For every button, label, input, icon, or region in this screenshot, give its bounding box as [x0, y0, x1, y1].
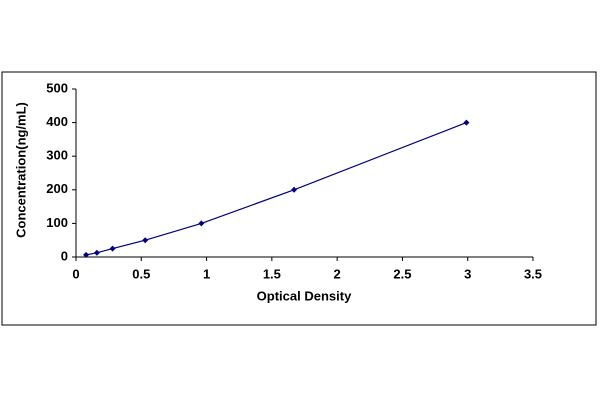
data-point: [463, 119, 470, 126]
x-tick-label: 1: [203, 266, 210, 281]
data-point: [93, 249, 100, 256]
x-tick-label: 3: [464, 266, 471, 281]
y-tick-label: 200: [46, 181, 68, 196]
data-point: [291, 186, 298, 193]
x-tick-label: 0.5: [132, 266, 150, 281]
y-tick-label: 400: [46, 114, 68, 129]
y-tick-label: 300: [46, 148, 68, 163]
data-point: [109, 245, 116, 252]
chart-frame: [1, 71, 597, 326]
x-tick-label: 1.5: [263, 266, 281, 281]
y-tick-label: 100: [46, 215, 68, 230]
x-tick-label: 3.5: [524, 266, 542, 281]
y-tick-label: 500: [46, 80, 68, 95]
y-axis-title: Concentration(ng/mL): [13, 102, 28, 238]
x-tick-label: 2.5: [393, 266, 411, 281]
x-axis-title: Optical Density: [257, 288, 352, 303]
data-point: [142, 237, 149, 244]
x-tick-label: 0: [72, 266, 79, 281]
data-point: [198, 220, 205, 227]
y-tick-label: 0: [61, 248, 68, 263]
x-tick-label: 2: [334, 266, 341, 281]
data-point: [83, 251, 90, 258]
